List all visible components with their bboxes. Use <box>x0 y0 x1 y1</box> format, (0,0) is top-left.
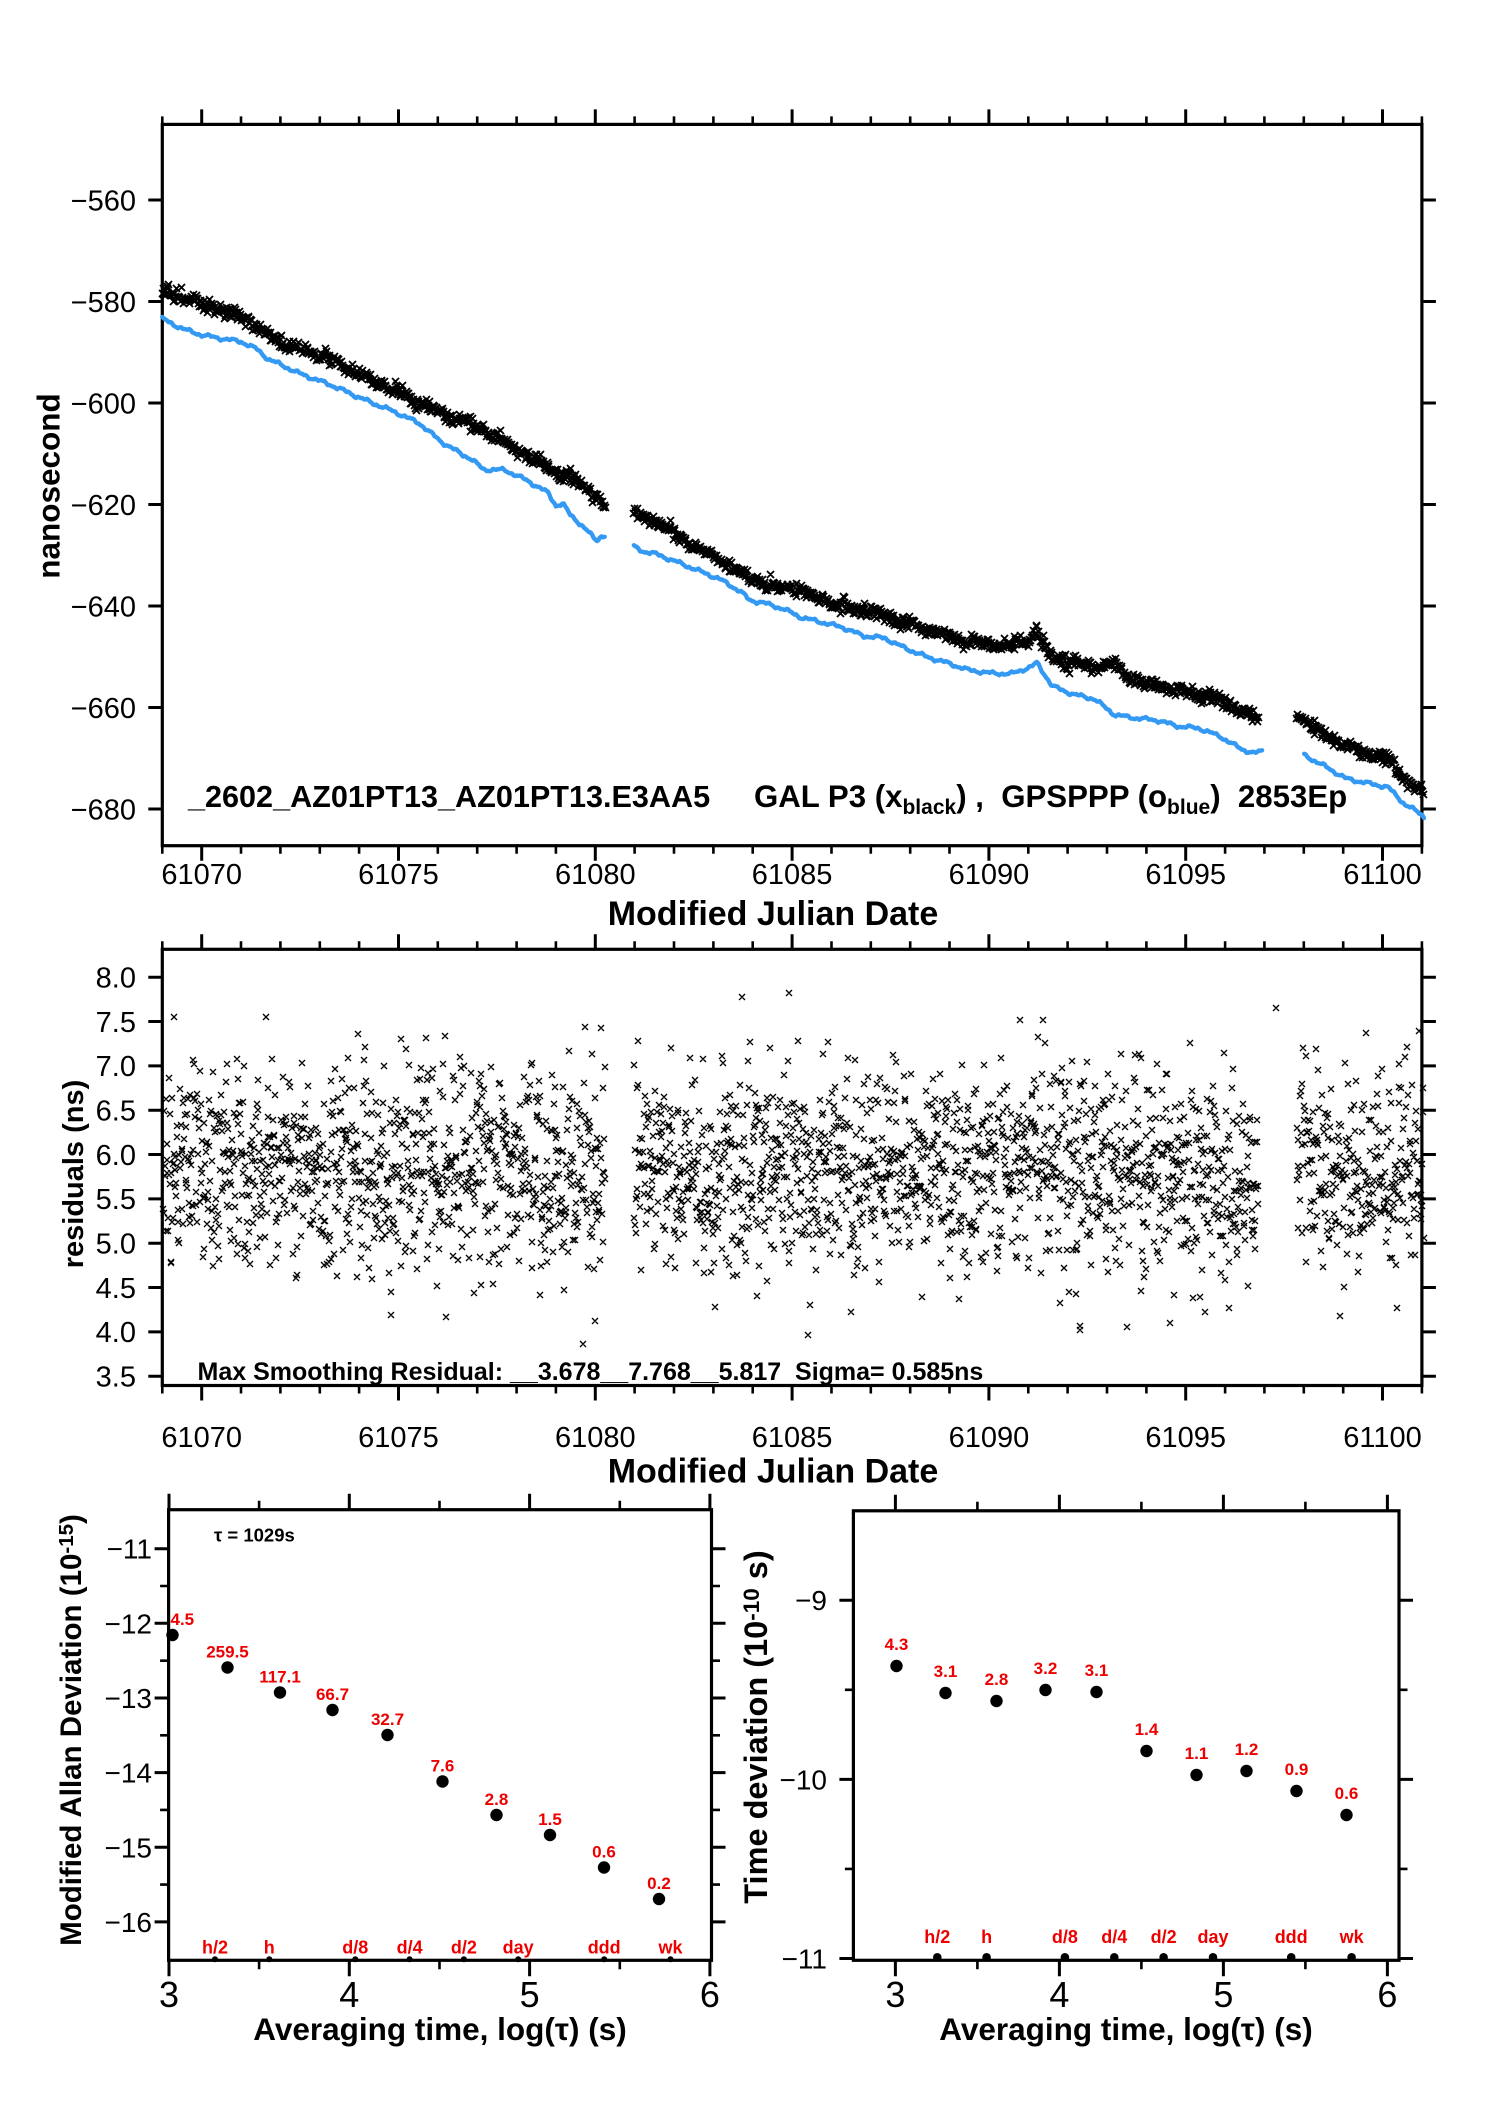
svg-text:5: 5 <box>520 1974 540 2015</box>
svg-text:3.5: 3.5 <box>96 1362 136 1394</box>
svg-text:3.1: 3.1 <box>1085 1661 1109 1680</box>
svg-text:Modified Julian Date: Modified Julian Date <box>608 895 939 933</box>
svg-text:Time deviation (10-10 s): Time deviation (10-10 s) <box>738 1550 774 1903</box>
svg-text:1.4: 1.4 <box>1135 1720 1159 1739</box>
svg-text:_2602_AZ01PT13_AZ01PT13.E3AA5: _2602_AZ01PT13_AZ01PT13.E3AA5 <box>187 780 710 814</box>
svg-text:−640: −640 <box>71 591 136 623</box>
svg-text:6.5: 6.5 <box>96 1096 136 1128</box>
svg-text:−11: −11 <box>782 1944 827 1975</box>
svg-text:d/4: d/4 <box>1101 1927 1127 1947</box>
svg-text:61100: 61100 <box>1343 859 1422 891</box>
svg-text:4: 4 <box>339 1974 359 2015</box>
svg-text:5: 5 <box>1213 1974 1233 2015</box>
svg-text:−14: −14 <box>105 1758 153 1789</box>
svg-text:d/2: d/2 <box>1151 1927 1177 1947</box>
svg-text:1.2: 1.2 <box>1235 1740 1259 1759</box>
svg-text:−10: −10 <box>780 1764 828 1795</box>
svg-text:Max Smoothing Residual: __3.67: Max Smoothing Residual: __3.678__7.768__… <box>198 1358 984 1386</box>
svg-text:1.1: 1.1 <box>1185 1744 1209 1763</box>
svg-text:4: 4 <box>1049 1974 1069 2015</box>
svg-text:2.8: 2.8 <box>985 1670 1009 1689</box>
svg-text:117.1: 117.1 <box>259 1668 301 1687</box>
svg-text:61075: 61075 <box>358 859 439 891</box>
svg-text:61070: 61070 <box>161 1422 242 1454</box>
svg-text:61090: 61090 <box>949 859 1030 891</box>
svg-text:259.5: 259.5 <box>206 1643 249 1662</box>
svg-text:−16: −16 <box>105 1907 153 1938</box>
svg-text:32.7: 32.7 <box>371 1710 404 1729</box>
svg-text:−620: −620 <box>71 490 136 522</box>
svg-text:1.5: 1.5 <box>538 1810 562 1829</box>
svg-text:−600: −600 <box>71 388 136 420</box>
svg-text:τ = 1029s: τ = 1029s <box>214 1525 295 1546</box>
svg-text:wk: wk <box>1339 1927 1365 1947</box>
svg-text:66.7: 66.7 <box>316 1685 349 1704</box>
svg-text:4.5: 4.5 <box>171 1610 195 1629</box>
svg-text:0.6: 0.6 <box>592 1843 616 1862</box>
svg-text:−11: −11 <box>107 1534 152 1565</box>
svg-text:day: day <box>1197 1927 1228 1947</box>
svg-text:d/8: d/8 <box>1052 1927 1078 1947</box>
svg-text:ddd: ddd <box>1275 1927 1308 1947</box>
svg-text:2.8: 2.8 <box>485 1790 509 1809</box>
svg-text:Modified Julian Date: Modified Julian Date <box>608 1453 939 1491</box>
svg-text:GAL P3 (xblack) , GPSPPP (obl: GAL P3 (xblack) , GPSPPP (oblue) 2853Ep <box>754 779 1347 819</box>
svg-text:Modified Allan Deviation (10-1: Modified Allan Deviation (10-15) <box>55 1514 88 1946</box>
svg-text:61095: 61095 <box>1145 1422 1226 1454</box>
svg-text:7.6: 7.6 <box>431 1757 455 1776</box>
svg-text:−13: −13 <box>105 1683 153 1714</box>
svg-text:61085: 61085 <box>752 1422 833 1454</box>
svg-text:−580: −580 <box>71 287 136 319</box>
svg-text:−560: −560 <box>71 185 136 217</box>
svg-text:d/8: d/8 <box>342 1938 368 1958</box>
svg-text:4.3: 4.3 <box>885 1635 909 1654</box>
svg-text:0.2: 0.2 <box>647 1874 671 1893</box>
svg-text:61080: 61080 <box>555 859 636 891</box>
svg-text:7.5: 7.5 <box>96 1007 136 1039</box>
svg-text:3: 3 <box>885 1974 905 2015</box>
svg-text:61070: 61070 <box>161 859 242 891</box>
svg-text:7.0: 7.0 <box>96 1051 136 1083</box>
svg-text:61100: 61100 <box>1343 1422 1422 1454</box>
svg-text:Averaging time, log(τ) (s): Averaging time, log(τ) (s) <box>253 2011 626 2047</box>
svg-text:0.6: 0.6 <box>1335 1784 1359 1803</box>
svg-text:day: day <box>503 1938 534 1958</box>
svg-text:−15: −15 <box>105 1832 153 1863</box>
svg-text:8.0: 8.0 <box>96 963 136 995</box>
svg-text:61085: 61085 <box>752 859 833 891</box>
svg-text:d/4: d/4 <box>397 1938 423 1958</box>
svg-text:−680: −680 <box>71 794 136 826</box>
svg-text:3: 3 <box>159 1974 179 2015</box>
svg-text:61090: 61090 <box>949 1422 1030 1454</box>
svg-text:61080: 61080 <box>555 1422 636 1454</box>
svg-text:6.0: 6.0 <box>96 1140 136 1172</box>
svg-text:6: 6 <box>1377 1974 1397 2015</box>
svg-text:ddd: ddd <box>588 1938 621 1958</box>
svg-text:h: h <box>264 1938 275 1958</box>
svg-text:4.5: 4.5 <box>96 1273 136 1305</box>
svg-text:Averaging time, log(τ) (s): Averaging time, log(τ) (s) <box>939 2011 1312 2047</box>
svg-text:wk: wk <box>657 1938 683 1958</box>
svg-text:61095: 61095 <box>1145 859 1226 891</box>
svg-text:61075: 61075 <box>358 1422 439 1454</box>
svg-text:nanosecond: nanosecond <box>31 393 67 579</box>
svg-text:6: 6 <box>700 1974 720 2015</box>
svg-text:residuals (ns): residuals (ns) <box>58 1080 90 1269</box>
svg-text:0.9: 0.9 <box>1285 1760 1309 1779</box>
svg-text:5.0: 5.0 <box>96 1229 136 1261</box>
svg-text:3.2: 3.2 <box>1034 1659 1058 1678</box>
svg-text:−12: −12 <box>105 1608 153 1639</box>
svg-text:h/2: h/2 <box>924 1927 950 1947</box>
svg-text:3.1: 3.1 <box>934 1662 958 1681</box>
svg-text:h: h <box>981 1927 992 1947</box>
svg-text:h/2: h/2 <box>202 1938 228 1958</box>
svg-text:4.0: 4.0 <box>96 1317 136 1349</box>
svg-text:−660: −660 <box>71 693 136 725</box>
svg-text:d/2: d/2 <box>451 1938 477 1958</box>
svg-text:5.5: 5.5 <box>96 1184 136 1216</box>
svg-text:−9: −9 <box>795 1585 827 1616</box>
